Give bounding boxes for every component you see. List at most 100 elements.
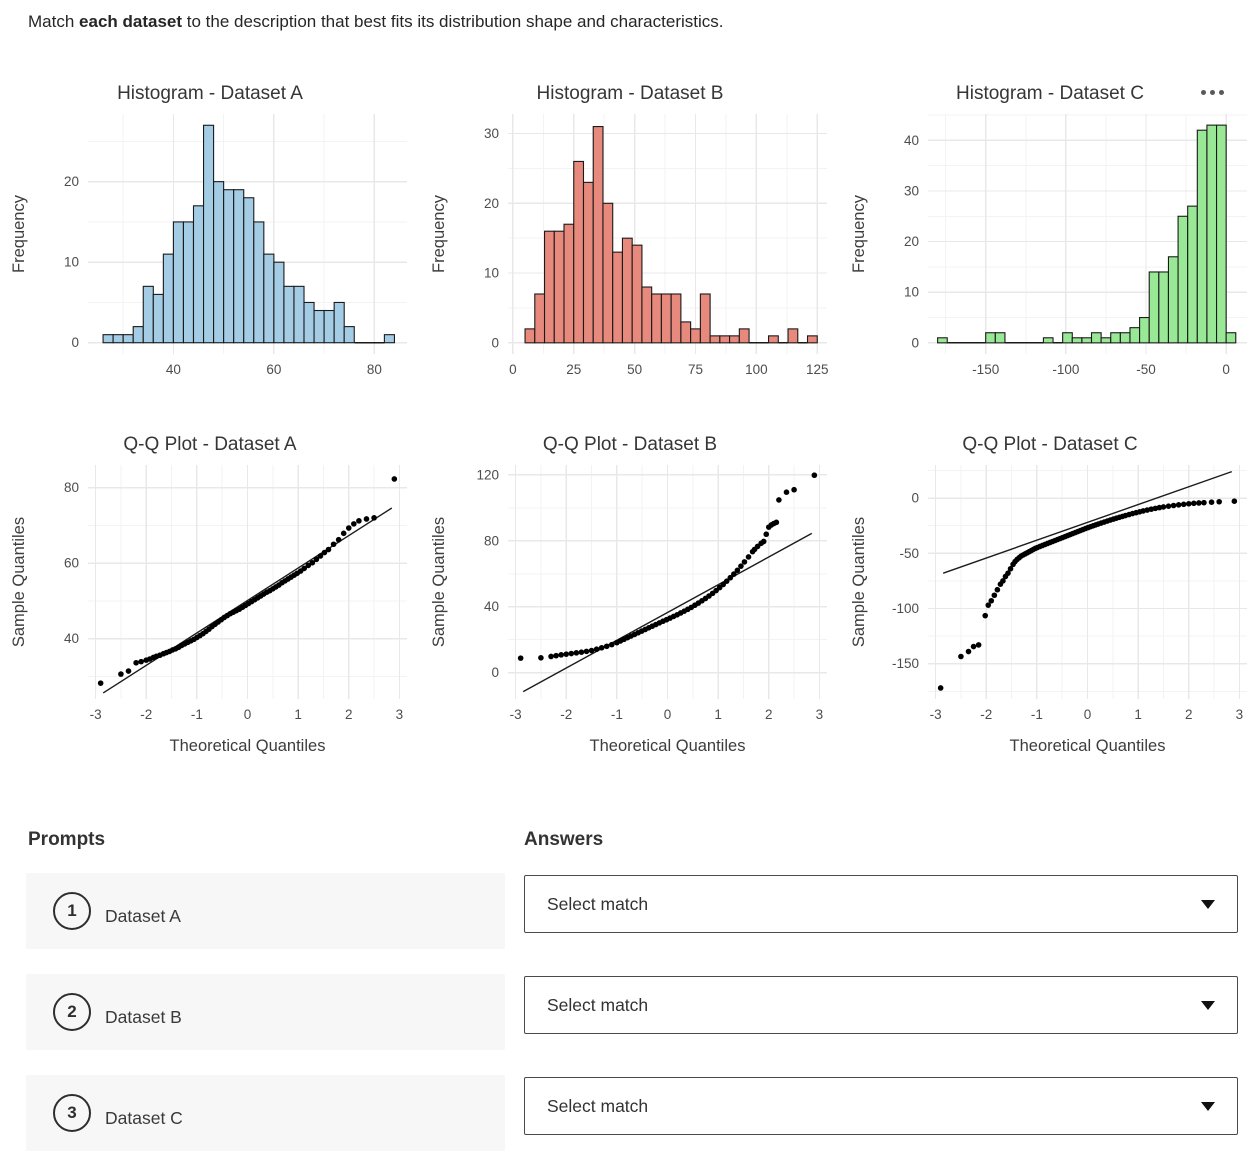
chart-svg: -3 -2 -1 0 1 2 3 0 40 80 120 Q-Q Plot - Dataset B Sa… bbox=[430, 434, 827, 755]
svg-text:Sample Quantiles: Sample Quantiles bbox=[430, 517, 448, 647]
svg-text:Sample Quantiles: Sample Quantiles bbox=[10, 517, 28, 647]
svg-text:20: 20 bbox=[904, 234, 919, 249]
charts-grid: 40 60 80 0 10 20 Histogram - Dataset A Frequenc… bbox=[0, 72, 1260, 774]
svg-text:40: 40 bbox=[904, 133, 919, 148]
svg-text:Histogram - Dataset C: Histogram - Dataset C bbox=[956, 83, 1144, 104]
svg-text:0: 0 bbox=[911, 491, 919, 506]
svg-text:-2: -2 bbox=[140, 707, 152, 722]
chart-svg: -3 -2 -1 0 1 2 3 -150 -100 -50 0 Q-Q Plot - Dataset… bbox=[850, 434, 1247, 755]
chart-svg: 40 60 80 0 10 20 Histogram - Dataset A Frequenc… bbox=[10, 83, 407, 377]
svg-text:50: 50 bbox=[627, 362, 642, 377]
prompt-number-badge: 2 bbox=[53, 993, 91, 1031]
match-row-2: 2 Dataset B Select match bbox=[26, 974, 1238, 1050]
match-row-1: 1 Dataset A Select match bbox=[26, 873, 1238, 949]
prompt-label: Dataset A bbox=[105, 905, 181, 926]
answer-col: Select match bbox=[524, 873, 1238, 949]
answer-select-dataset-a[interactable]: Select match bbox=[524, 875, 1238, 933]
qq-plot-dataset-b: -3 -2 -1 0 1 2 3 0 40 80 120 Q-Q Plot - Dataset B Sa… bbox=[420, 423, 840, 774]
answers-header: Answers bbox=[524, 829, 604, 850]
svg-text:1: 1 bbox=[294, 707, 302, 722]
svg-text:10: 10 bbox=[484, 266, 499, 281]
svg-text:80: 80 bbox=[367, 362, 382, 377]
svg-text:0: 0 bbox=[71, 335, 79, 350]
chart-svg: -3 -2 -1 0 1 2 3 40 60 80 Q-Q Plot - Dataset A Samp… bbox=[10, 434, 407, 755]
svg-text:1: 1 bbox=[714, 707, 722, 722]
answer-select-dataset-c[interactable]: Select match bbox=[524, 1077, 1238, 1135]
svg-text:2: 2 bbox=[1185, 707, 1193, 722]
svg-text:40: 40 bbox=[64, 631, 79, 646]
answer-select-dataset-b[interactable]: Select match bbox=[524, 976, 1238, 1034]
prompt-dataset-a: 1 Dataset A bbox=[26, 873, 505, 949]
svg-text:60: 60 bbox=[266, 362, 281, 377]
svg-text:20: 20 bbox=[64, 174, 79, 189]
svg-text:-2: -2 bbox=[560, 707, 572, 722]
chart-svg: 0 25 50 75 100 125 0 10 20 30 Histogram - Dataset … bbox=[430, 83, 829, 377]
svg-text:0: 0 bbox=[911, 335, 919, 350]
svg-text:60: 60 bbox=[64, 556, 79, 571]
select-value: Select match bbox=[547, 994, 649, 1015]
svg-text:-1: -1 bbox=[1031, 707, 1043, 722]
svg-text:25: 25 bbox=[566, 362, 581, 377]
histogram-dataset-a: 40 60 80 0 10 20 Histogram - Dataset A Frequenc… bbox=[0, 72, 420, 397]
histogram-dataset-b: 0 25 50 75 100 125 0 10 20 30 Histogram - Dataset … bbox=[420, 72, 840, 397]
svg-text:-100: -100 bbox=[892, 601, 919, 616]
answer-col: Select match bbox=[524, 1075, 1238, 1151]
prompt-label: Dataset C bbox=[105, 1107, 183, 1128]
select-value: Select match bbox=[547, 893, 649, 914]
svg-text:Histogram - Dataset B: Histogram - Dataset B bbox=[537, 83, 724, 104]
instruction-text: Match each dataset to the description th… bbox=[28, 10, 1260, 34]
svg-text:-150: -150 bbox=[972, 362, 999, 377]
svg-text:125: 125 bbox=[806, 362, 829, 377]
instruction-prefix: Match bbox=[28, 12, 80, 31]
matching-section: Prompts Answers 1 Dataset A Select match… bbox=[26, 829, 1238, 1151]
svg-text:Q-Q Plot - Dataset C: Q-Q Plot - Dataset C bbox=[962, 434, 1137, 455]
svg-text:Frequency: Frequency bbox=[430, 194, 448, 273]
svg-text:Histogram - Dataset A: Histogram - Dataset A bbox=[117, 83, 303, 104]
instruction-suffix: to the description that best fits its di… bbox=[182, 12, 724, 31]
matching-headers: Prompts Answers bbox=[26, 829, 1238, 851]
svg-text:Theoretical Quantiles: Theoretical Quantiles bbox=[590, 737, 746, 755]
svg-text:-50: -50 bbox=[899, 546, 919, 561]
svg-text:80: 80 bbox=[64, 480, 79, 495]
prompt-dataset-c: 3 Dataset C bbox=[26, 1075, 505, 1151]
chart-svg: -150 -100 -50 0 0 10 20 30 40 Histogram - Dataset… bbox=[850, 83, 1247, 377]
svg-text:Sample Quantiles: Sample Quantiles bbox=[850, 517, 868, 647]
caret-down-icon bbox=[1201, 899, 1215, 909]
svg-text:2: 2 bbox=[345, 707, 353, 722]
select-value: Select match bbox=[547, 1095, 649, 1116]
caret-down-icon bbox=[1201, 1000, 1215, 1010]
svg-text:-100: -100 bbox=[1052, 362, 1079, 377]
svg-text:Theoretical Quantiles: Theoretical Quantiles bbox=[1010, 737, 1166, 755]
svg-text:120: 120 bbox=[476, 467, 499, 482]
svg-text:2: 2 bbox=[765, 707, 773, 722]
svg-text:30: 30 bbox=[484, 126, 499, 141]
svg-text:Q-Q Plot - Dataset A: Q-Q Plot - Dataset A bbox=[123, 434, 296, 455]
svg-text:Theoretical Quantiles: Theoretical Quantiles bbox=[170, 737, 326, 755]
svg-text:1: 1 bbox=[1134, 707, 1142, 722]
more-options-icon[interactable] bbox=[1201, 90, 1224, 95]
caret-down-icon bbox=[1201, 1101, 1215, 1111]
svg-text:20: 20 bbox=[484, 196, 499, 211]
answer-col: Select match bbox=[524, 974, 1238, 1050]
svg-text:-1: -1 bbox=[611, 707, 623, 722]
prompt-label: Dataset B bbox=[105, 1006, 182, 1027]
svg-text:0: 0 bbox=[1084, 707, 1092, 722]
svg-text:-3: -3 bbox=[510, 707, 522, 722]
match-row-3: 3 Dataset C Select match bbox=[26, 1075, 1238, 1151]
svg-text:Q-Q Plot - Dataset B: Q-Q Plot - Dataset B bbox=[543, 434, 717, 455]
svg-text:Frequency: Frequency bbox=[850, 194, 868, 273]
svg-text:80: 80 bbox=[484, 533, 499, 548]
svg-text:-2: -2 bbox=[980, 707, 992, 722]
qq-plot-dataset-c: -3 -2 -1 0 1 2 3 -150 -100 -50 0 Q-Q Plot - Dataset… bbox=[840, 423, 1260, 774]
svg-text:0: 0 bbox=[509, 362, 517, 377]
svg-text:0: 0 bbox=[1222, 362, 1230, 377]
svg-text:75: 75 bbox=[688, 362, 703, 377]
svg-text:100: 100 bbox=[745, 362, 768, 377]
svg-text:10: 10 bbox=[904, 285, 919, 300]
prompt-number-badge: 1 bbox=[53, 892, 91, 930]
svg-text:-1: -1 bbox=[191, 707, 203, 722]
prompt-dataset-b: 2 Dataset B bbox=[26, 974, 505, 1050]
svg-text:-150: -150 bbox=[892, 656, 919, 671]
svg-text:0: 0 bbox=[491, 665, 499, 680]
svg-text:-50: -50 bbox=[1136, 362, 1156, 377]
